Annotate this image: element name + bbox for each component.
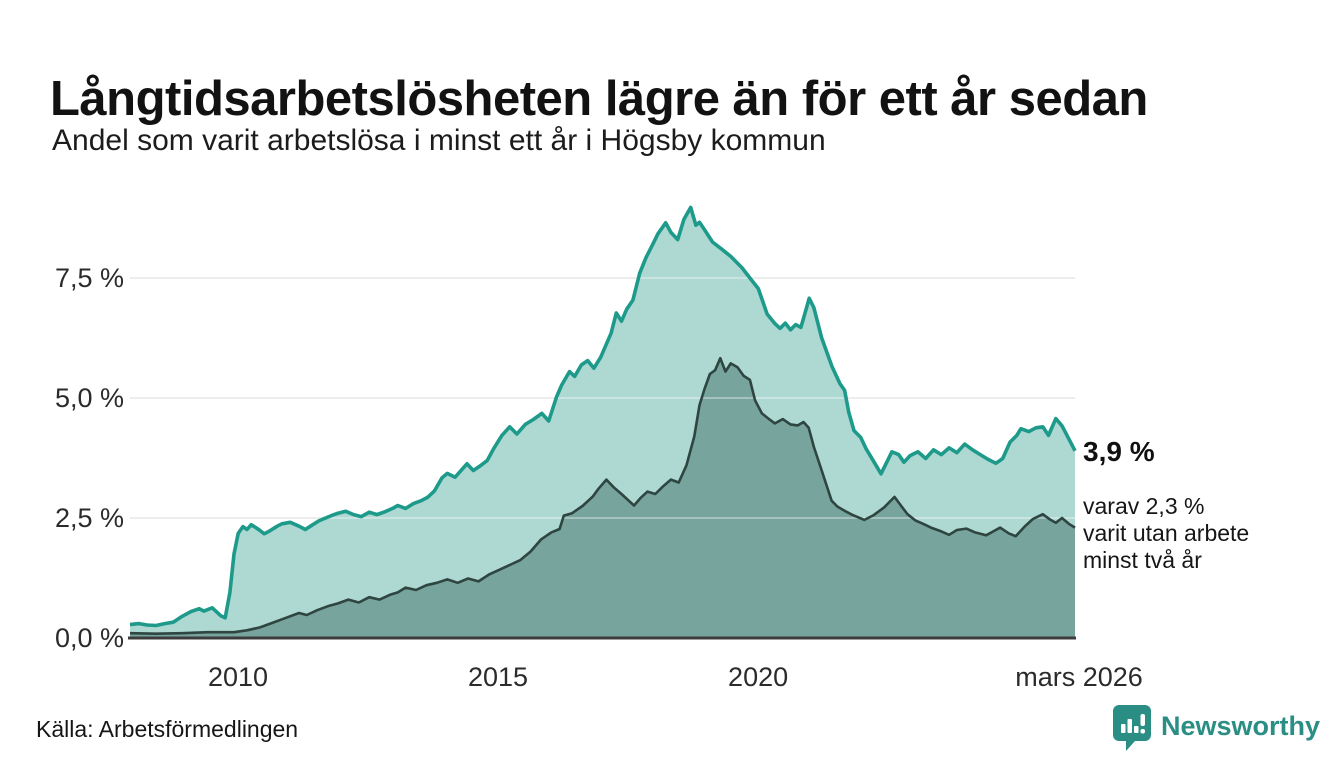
breakdown-line: minst två år xyxy=(1083,547,1202,573)
y-axis-tick-label: 7,5 % xyxy=(54,263,124,293)
series-minst-tva-ar-area xyxy=(130,358,1075,638)
x-axis-tick-label: 2020 xyxy=(728,662,789,692)
brand-name: Newsworthy xyxy=(1161,711,1321,741)
chart-subtitle: Andel som varit arbetslösa i minst ett å… xyxy=(52,124,826,157)
newsworthy-logo-icon xyxy=(1113,705,1151,751)
chart-title: Långtidsarbetslösheten lägre än för ett … xyxy=(50,71,1148,126)
breakdown-line: varit utan arbete xyxy=(1083,520,1250,546)
series-minst-ett-ar-line xyxy=(129,205,1077,628)
source-note: Källa: Arbetsförmedlingen xyxy=(36,716,299,742)
y-axis-tick-label: 2,5 % xyxy=(54,503,124,533)
series-minst-tva-ar-line xyxy=(129,356,1076,635)
breakdown-line: varav 2,3 % xyxy=(1083,493,1205,519)
newsworthy-brand: Newsworthy xyxy=(1112,704,1320,752)
x-axis-tick-label: mars 2026 xyxy=(1015,662,1143,692)
latest-value-label: 3,9 % xyxy=(1083,436,1155,467)
x-axis-tick-label: 2015 xyxy=(468,662,529,692)
y-axis-tick-label: 0,0 % xyxy=(54,623,124,653)
x-axis-tick-label: 2010 xyxy=(207,662,269,692)
y-axis-tick-label: 5,0 % xyxy=(54,383,124,413)
breakdown-annotation: varav 2,3 % varit utan arbete minst två … xyxy=(1083,493,1323,574)
